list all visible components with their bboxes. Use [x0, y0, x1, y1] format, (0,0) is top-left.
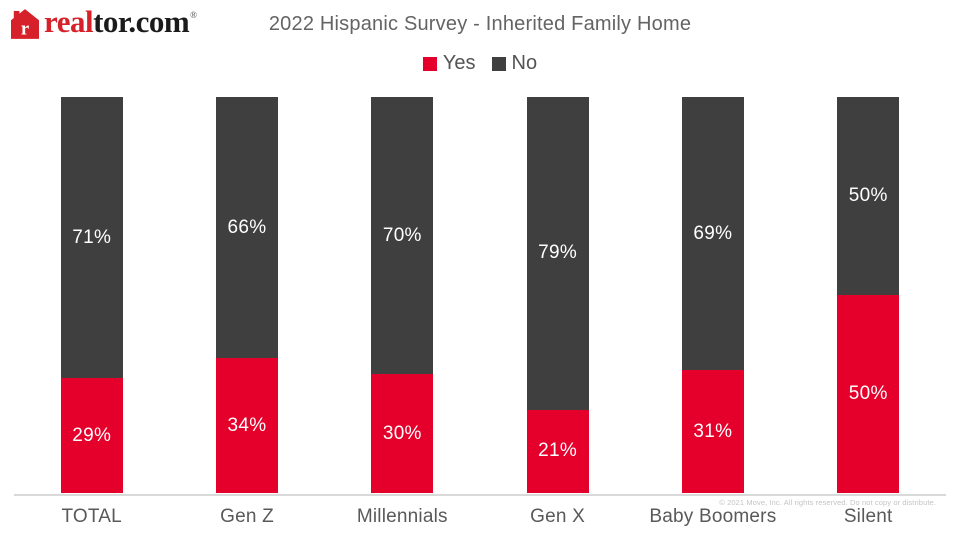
- legend-label-no: No: [511, 52, 538, 74]
- bar-segment-no: 66%: [216, 97, 278, 359]
- bar-segment-no: 69%: [681, 97, 744, 371]
- logo-text-torcom: tor.com: [93, 4, 190, 39]
- bar-value-label: 34%: [227, 414, 267, 436]
- house-icon: r: [11, 9, 39, 39]
- bar-value-label: 31%: [693, 420, 733, 442]
- bar-group: 71% 29%: [60, 97, 123, 493]
- bar-value-label: 50%: [848, 185, 888, 206]
- bar-segment-yes: 21%: [526, 409, 589, 493]
- logo-trademark: ®: [190, 10, 197, 20]
- bar-segment-no: 70%: [371, 97, 434, 375]
- logo-text-real: real: [44, 4, 94, 39]
- category-label: Gen X: [530, 506, 586, 527]
- bar-segment-yes: 29%: [60, 378, 123, 493]
- bar-value-label: 79%: [538, 242, 578, 264]
- bar-group: 50% 50%: [837, 97, 900, 493]
- bar-value-label: 69%: [693, 222, 733, 244]
- legend-item-yes: Yes: [422, 52, 476, 75]
- bar-value-label: 29%: [72, 424, 112, 446]
- bar-segment-no: 50%: [837, 97, 900, 295]
- realtor-logo: r realtor.com ®: [11, 6, 197, 39]
- bar-value-label: 70%: [382, 224, 422, 246]
- bar-group: 79% 21%: [526, 97, 589, 493]
- legend-swatch-yes: [422, 56, 437, 71]
- svg-text:r: r: [21, 18, 29, 39]
- bar-group: 69% 31%: [681, 97, 744, 493]
- bar-segment-yes: 50%: [837, 295, 900, 493]
- category-label: Gen Z: [220, 506, 274, 527]
- bar-segment-no: 71%: [60, 97, 123, 379]
- bar-value-label: 30%: [382, 422, 422, 444]
- category-label: Millennials: [356, 506, 448, 527]
- bar-segment-no: 79%: [526, 97, 589, 410]
- bar-value-label: 21%: [538, 440, 578, 462]
- logo-wordmark: realtor.com: [44, 4, 190, 39]
- bar-value-label: 71%: [72, 226, 112, 248]
- category-label: TOTAL: [61, 506, 122, 527]
- legend-swatch-no: [491, 56, 506, 71]
- legend: Yes No: [0, 52, 960, 75]
- x-axis-line: [14, 494, 946, 496]
- category-label: Silent: [843, 506, 893, 527]
- bar-group: 66% 34%: [216, 97, 278, 493]
- copyright-note: © 2021 Move, Inc. All rights reserved. D…: [719, 498, 936, 507]
- legend-label-yes: Yes: [442, 52, 476, 74]
- bar-value-label: 66%: [227, 216, 267, 238]
- bar-segment-yes: 34%: [216, 358, 278, 493]
- bar-segment-yes: 30%: [371, 374, 434, 493]
- bar-value-label: 50%: [848, 383, 888, 404]
- legend-item-no: No: [491, 52, 538, 75]
- bar-segment-yes: 31%: [681, 370, 744, 493]
- bar-group: 70% 30%: [371, 97, 434, 493]
- chart-title: 2022 Hispanic Survey - Inherited Family …: [268, 13, 692, 35]
- category-label: Baby Boomers: [649, 506, 777, 527]
